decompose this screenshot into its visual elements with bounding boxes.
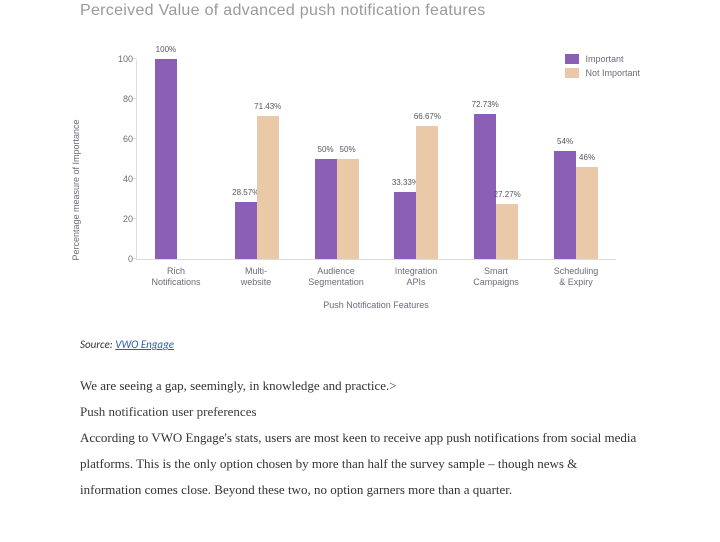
bar-groups: 100%28.57%71.43%50%50%33.33%66.67%72.73%… xyxy=(137,60,616,259)
y-tick-label: 40 xyxy=(109,174,133,184)
y-axis-label: Percentage measure of Importance xyxy=(71,119,81,260)
x-category-label: RichNotifications xyxy=(141,266,211,289)
bar-group: 54%46% xyxy=(554,151,598,259)
page: Perceived Value of advanced push notific… xyxy=(0,2,720,503)
x-axis-label: Push Notification Features xyxy=(136,300,616,310)
bar-value-label: 28.57% xyxy=(232,188,259,197)
source-line: Source: VWO Engage xyxy=(80,338,640,351)
bar-group: 33.33%66.67% xyxy=(394,126,438,259)
x-category-label: IntegrationAPIs xyxy=(381,266,451,289)
x-categories: RichNotifications Multi-website AudienceSe… xyxy=(136,266,616,289)
body-subhead: Push notification user preferences xyxy=(80,400,640,425)
source-prefix: Source: xyxy=(80,338,115,351)
bar-important: 50% xyxy=(315,159,337,259)
bar-value-label: 50% xyxy=(318,145,334,154)
bar-value-label: 27.27% xyxy=(494,190,521,199)
bar-chart: Percentage measure of Importance Importa… xyxy=(100,50,640,330)
bar-group: 28.57%71.43% xyxy=(235,116,279,259)
bar-important: 100% xyxy=(155,59,177,259)
bar-group: 100% xyxy=(155,59,199,259)
bar-not-important: 71.43% xyxy=(257,116,279,259)
bar-value-label: 72.73% xyxy=(472,100,499,109)
bar-not-important: 66.67% xyxy=(416,126,438,259)
bar-important: 28.57% xyxy=(235,202,257,259)
y-tick-label: 80 xyxy=(109,94,133,104)
bar-important: 72.73% xyxy=(474,114,496,259)
bar-value-label: 100% xyxy=(156,45,176,54)
x-category-label: AudienceSegmentation xyxy=(301,266,371,289)
bar-value-label: 46% xyxy=(579,153,595,162)
bar-group: 50%50% xyxy=(315,159,359,259)
y-tick-mark xyxy=(133,58,137,59)
body-paragraph-2: According to VWO Engage's stats, users a… xyxy=(80,425,640,503)
body-paragraph-1: We are seeing a gap, seemingly, in knowl… xyxy=(80,373,640,399)
plot-area: 020406080100 100%28.57%71.43%50%50%33.33… xyxy=(136,60,616,260)
x-category-label: Multi-website xyxy=(221,266,291,289)
y-tick-label: 100 xyxy=(109,54,133,64)
bar-important: 33.33% xyxy=(394,192,416,259)
x-category-label: SmartCampaigns xyxy=(461,266,531,289)
bar-group: 72.73%27.27% xyxy=(474,114,518,259)
bar-not-important: 27.27% xyxy=(496,204,518,259)
bar-important: 54% xyxy=(554,151,576,259)
bar-value-label: 71.43% xyxy=(254,102,281,111)
y-tick-label: 0 xyxy=(109,254,133,264)
chart-title: Perceived Value of advanced push notific… xyxy=(80,2,640,20)
bar-value-label: 66.67% xyxy=(414,112,441,121)
source-link[interactable]: VWO Engage xyxy=(115,338,174,351)
bar-value-label: 54% xyxy=(557,137,573,146)
y-tick-label: 20 xyxy=(109,214,133,224)
y-tick-label: 60 xyxy=(109,134,133,144)
bar-not-important: 46% xyxy=(576,167,598,259)
bar-value-label: 50% xyxy=(340,145,356,154)
bar-value-label: 33.33% xyxy=(392,178,419,187)
bar-not-important: 50% xyxy=(337,159,359,259)
x-category-label: Scheduling& Expiry xyxy=(541,266,611,289)
